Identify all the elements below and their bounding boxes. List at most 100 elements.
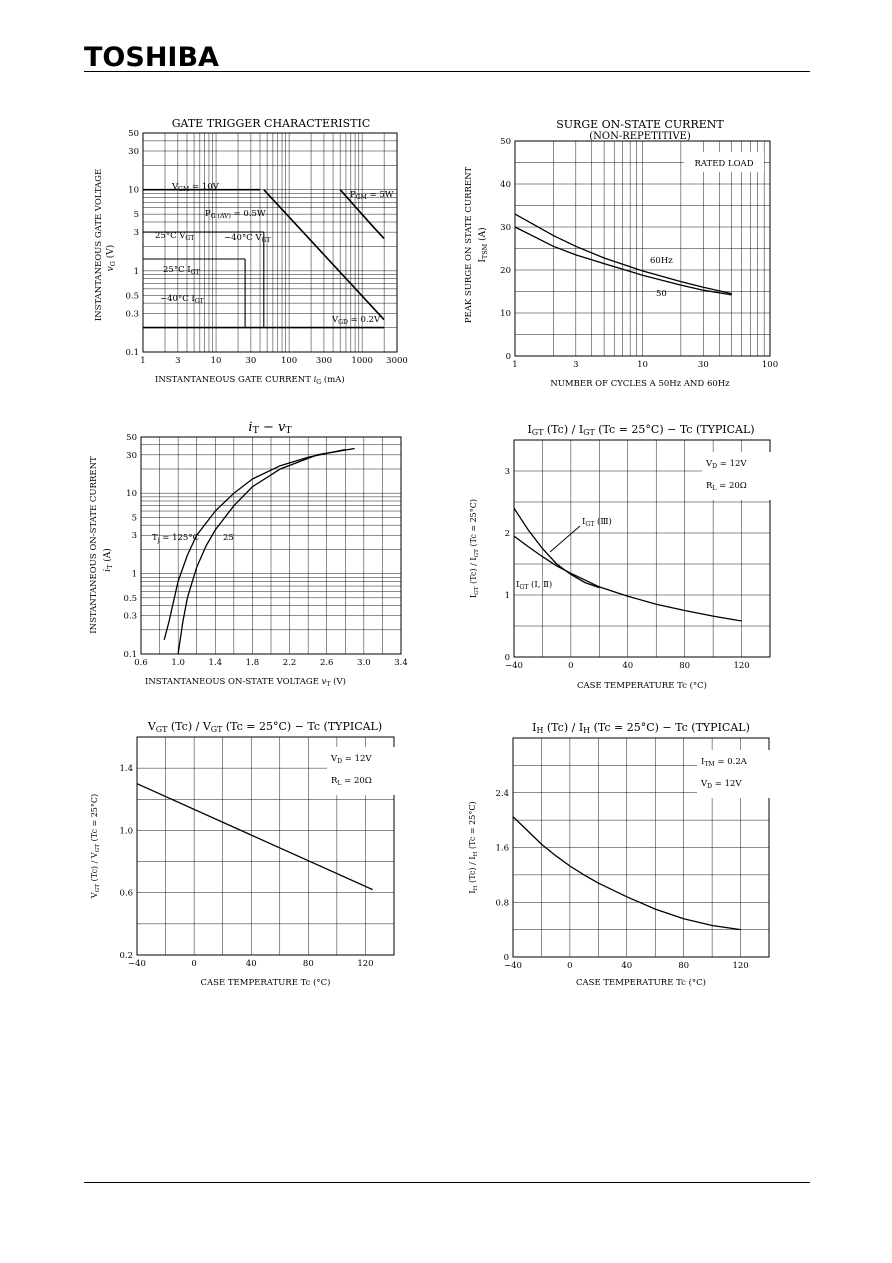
y-tick-label: 0.2: [119, 951, 133, 961]
y-tick-label: 50: [126, 433, 137, 443]
x-tick-label: 3: [175, 356, 180, 366]
series-label-50hz: 50: [656, 289, 667, 299]
x-tick-label: 1000: [351, 356, 373, 366]
chart-title: iT − vT: [248, 420, 292, 436]
annotation-igt12: IGT (Ⅰ, Ⅱ): [516, 579, 552, 591]
annotation-vgm: VGM = 10V: [171, 182, 220, 193]
y-tick-label: 1: [132, 570, 137, 580]
annotation-pgm: PGM = 5W: [350, 190, 394, 201]
test-condition: ITM = 0.2A: [701, 757, 748, 768]
x-tick-label: 1: [512, 360, 517, 370]
plot-frame: [513, 439, 771, 658]
annotation-25c-vgt: 25°C VGT: [155, 231, 195, 242]
note-background: [684, 152, 764, 172]
it-vt-curve: [163, 448, 346, 640]
surge-curve: [514, 213, 732, 295]
y-tick-label: 0.1: [123, 650, 137, 660]
y-tick-label: 0.5: [123, 594, 137, 604]
y-tick-label: 1.0: [119, 826, 133, 836]
chart-title: SURGE ON-STATE CURRENT: [556, 118, 724, 131]
x-tick-label: 3.0: [357, 658, 371, 668]
y-tick-label: 5: [134, 210, 139, 220]
y-tick-label: 10: [500, 309, 511, 319]
y-tick-label: 0.6: [119, 889, 133, 899]
y-tick-label: 0.3: [123, 612, 137, 622]
limit-line: [263, 189, 385, 321]
chart-title: IGT (Tc) / IGT (Tc = 25°C) − Tc (TYPICAL…: [527, 423, 754, 437]
plot-frame: [140, 436, 402, 655]
it-vt-curve: [177, 447, 355, 655]
x-tick-label: 0: [568, 661, 573, 671]
plot-frame: [514, 140, 771, 357]
y-tick-label: 0: [506, 352, 511, 362]
y-tick-label: 50: [128, 129, 139, 139]
y-tick-label: 10: [126, 489, 137, 499]
x-tick-label: 1.0: [171, 658, 185, 668]
annotation-igt3: IGT (Ⅲ): [582, 516, 612, 528]
limit-line: [339, 189, 385, 240]
conditions-background: [702, 452, 776, 500]
x-tick-label: 30: [245, 356, 256, 366]
y-tick-label: 2: [505, 529, 510, 539]
annotation-m40c-igt: −40°C IGT: [160, 294, 205, 305]
x-tick-label: 10: [637, 360, 648, 370]
x-axis-label: NUMBER OF CYCLES A 50Hz AND 60Hz: [550, 379, 730, 389]
surge-curve: [514, 226, 732, 296]
header-rule: [84, 71, 810, 72]
annotation-pgav: PG (AV) = 0.5W: [205, 209, 266, 220]
x-tick-label: 3.4: [394, 658, 408, 668]
annotation-25c-igt: 25°C IGT: [163, 265, 201, 276]
y-tick-label: 0: [504, 953, 509, 963]
x-tick-label: 30: [698, 360, 709, 370]
annotation-25: 25: [223, 533, 234, 543]
test-condition: RL = 20Ω: [706, 481, 747, 492]
x-tick-label: 40: [621, 961, 632, 971]
leader-line: [549, 525, 581, 553]
x-tick-label: −40: [128, 959, 146, 969]
x-tick-label: 120: [732, 961, 748, 971]
test-condition: VD = 12V: [330, 754, 372, 765]
x-tick-label: 1.8: [246, 658, 260, 668]
conditions-background: [327, 747, 401, 795]
test-condition: RL = 20Ω: [331, 776, 372, 787]
y-axis-label: IGT (Tc) / IGT (Tc = 25°C): [469, 499, 480, 598]
x-tick-label: 10: [211, 356, 222, 366]
y-tick-label: 50: [500, 137, 511, 147]
footer-rule: [84, 1182, 810, 1183]
y-axis-label: INSTANTANEOUS GATE VOLTAGE: [94, 169, 104, 321]
y-tick-label: 30: [500, 223, 511, 233]
test-condition: VD = 12V: [705, 459, 747, 470]
temperature-curve: [512, 816, 741, 931]
y-axis-label: VGT (Tc) / VGT (Tc = 25°C): [90, 794, 101, 899]
annotation-m40c-vgt: −40°C VGT: [224, 233, 271, 244]
y-axis-symbol: vG (V): [105, 245, 117, 272]
series-label-60hz: 60Hz: [650, 256, 673, 266]
y-tick-label: 1: [134, 267, 139, 277]
x-tick-label: 2.6: [320, 658, 334, 668]
plot-frame: [142, 132, 398, 353]
x-tick-label: 100: [762, 360, 778, 370]
x-axis-label: INSTANTANEOUS GATE CURRENT iG (mA): [155, 374, 345, 386]
y-tick-label: 10: [128, 186, 139, 196]
y-axis-symbol: iT (A): [102, 548, 114, 572]
x-tick-label: 3000: [386, 356, 408, 366]
chart-subtitle: (NON-REPETITIVE): [589, 131, 691, 142]
y-tick-label: 1.4: [119, 764, 133, 774]
chart-title: GATE TRIGGER CHARACTERISTIC: [172, 117, 371, 130]
x-tick-label: 40: [246, 959, 257, 969]
x-tick-label: 120: [357, 959, 373, 969]
y-tick-label: 20: [500, 266, 511, 276]
plot-frame: [512, 737, 770, 958]
y-tick-label: 3: [134, 228, 139, 238]
x-tick-label: 80: [679, 661, 690, 671]
test-condition: VD = 12V: [700, 779, 742, 790]
y-tick-label: 1.6: [495, 844, 509, 854]
x-tick-label: −40: [504, 961, 522, 971]
chart-title: VGT (Tc) / VGT (Tc = 25°C) − Tc (TYPICAL…: [147, 720, 382, 734]
x-axis-label: CASE TEMPERATURE Tc (°C): [577, 680, 707, 691]
